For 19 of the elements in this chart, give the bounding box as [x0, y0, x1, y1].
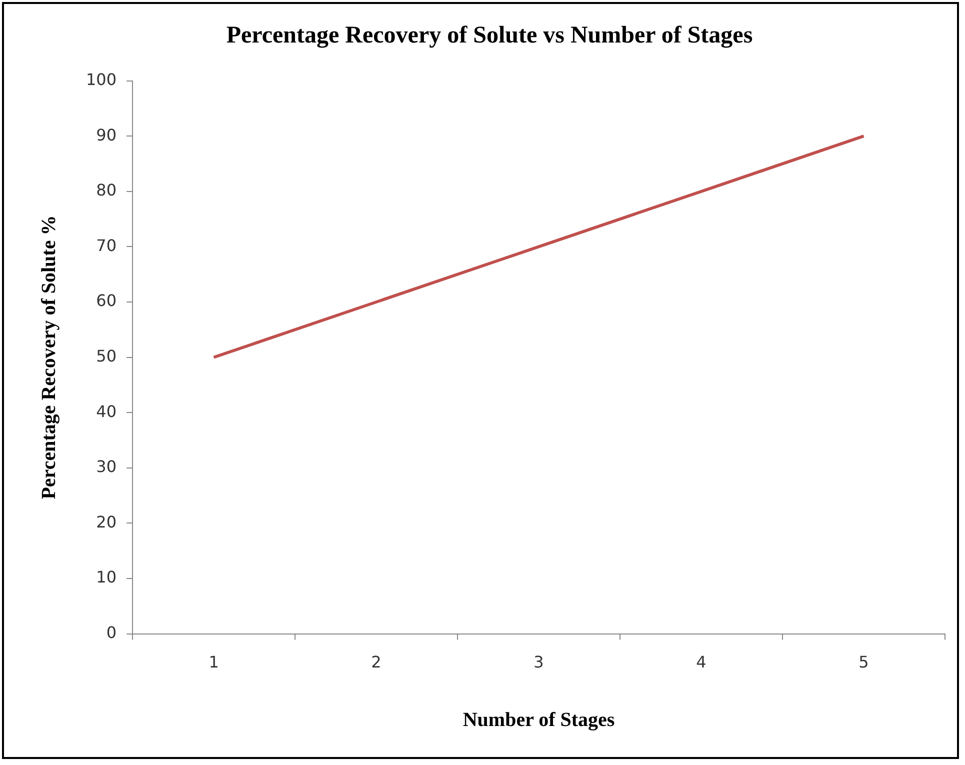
y-tick-label: 10: [96, 568, 117, 587]
x-tick-label: 1: [208, 652, 219, 672]
y-tick-label: 40: [96, 402, 117, 421]
x-tick-label: 4: [696, 652, 706, 672]
y-tick-label: 90: [96, 125, 117, 144]
y-tick-label: 100: [86, 70, 117, 89]
y-tick-label: 80: [96, 180, 117, 200]
y-tick-label: 50: [96, 346, 117, 366]
y-tick-label: 0: [106, 622, 117, 642]
y-axis-title: Percentage Recovery of Solute %: [38, 215, 60, 500]
x-axis-title: Number of Stages: [462, 709, 615, 732]
y-tick-label: 20: [96, 512, 117, 532]
y-tick-label: 30: [96, 457, 117, 476]
x-tick-label: 5: [858, 652, 869, 672]
y-tick-label: 70: [96, 236, 117, 255]
x-tick-label: 3: [534, 652, 544, 672]
x-tick-label: 2: [371, 652, 382, 672]
y-tick-label: 60: [96, 291, 117, 310]
chart-title: Percentage Recovery of Solute vs Number of Stages: [226, 22, 753, 49]
